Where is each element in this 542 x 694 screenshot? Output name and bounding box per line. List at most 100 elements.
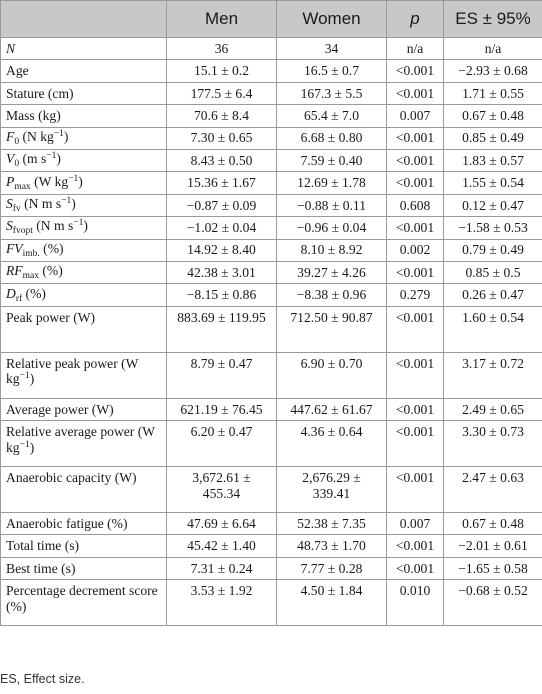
men-value: 15.36 ± 1.67 — [166, 171, 277, 195]
women-value: 6.90 ± 0.70 — [276, 351, 387, 399]
row-label-text: Sfv (N m s−1) — [6, 195, 76, 214]
women-value: 2,676.29 ± 339.41 — [276, 466, 387, 514]
men-value: 621.19 ± 76.45 — [166, 397, 277, 422]
row-label: RFmax (%) — [0, 260, 167, 285]
men-value: 8.43 ± 0.50 — [166, 148, 277, 173]
women-value: 39.27 ± 4.26 — [276, 260, 387, 285]
es-value: 3.30 ± 0.73 — [443, 420, 542, 468]
header-blank — [0, 0, 167, 38]
es-value: 2.49 ± 0.65 — [443, 397, 542, 422]
p-value: <0.001 — [386, 59, 444, 83]
men-value: −1.02 ± 0.04 — [166, 216, 277, 240]
p-value: 0.608 — [386, 193, 444, 218]
p-value: <0.001 — [386, 420, 444, 468]
table-row: Anaerobic fatigue (%) 47.69 ± 6.64 52.38… — [0, 512, 542, 536]
es-value: 0.67 ± 0.48 — [443, 104, 542, 128]
table-row: Sfv (N m s−1) −0.87 ± 0.09 −0.88 ± 0.11 … — [0, 193, 542, 218]
table-row: Peak power (W) 883.69 ± 119.95 712.50 ± … — [0, 305, 542, 353]
table-row: Relative average power (W kg−1) 6.20 ± 0… — [0, 420, 542, 468]
p-value: <0.001 — [386, 126, 444, 150]
women-value: 34 — [276, 36, 387, 61]
p-value: 0.007 — [386, 512, 444, 536]
es-value: 0.85 ± 0.49 — [443, 126, 542, 150]
men-value: −0.87 ± 0.09 — [166, 193, 277, 218]
header-p: p — [386, 0, 444, 38]
es-value: −2.01 ± 0.61 — [443, 534, 542, 558]
es-value: 1.55 ± 0.54 — [443, 171, 542, 195]
men-value: 7.31 ± 0.24 — [166, 556, 277, 581]
row-label-text: V0 (m s−1) — [6, 151, 61, 170]
row-label-text: Sfvopt (N m s−1) — [6, 218, 88, 237]
p-value: 0.002 — [386, 238, 444, 262]
women-value: 7.77 ± 0.28 — [276, 556, 387, 581]
es-value: 2.47 ± 0.63 — [443, 466, 542, 514]
row-label-text: Pmax (W kg−1) — [6, 173, 83, 192]
p-value: <0.001 — [386, 351, 444, 399]
row-label-text: Drf (%) — [6, 285, 46, 304]
table-row: Total time (s) 45.42 ± 1.40 48.73 ± 1.70… — [0, 534, 542, 558]
men-value: 70.6 ± 8.4 — [166, 104, 277, 128]
men-value: 47.69 ± 6.64 — [166, 512, 277, 536]
table-row: Anaerobic capacity (W) 3,672.61 ± 455.34… — [0, 466, 542, 514]
table-row: Mass (kg) 70.6 ± 8.4 65.4 ± 7.0 0.007 0.… — [0, 104, 542, 128]
men-value: 7.30 ± 0.65 — [166, 126, 277, 150]
men-value: 3.53 ± 1.92 — [166, 579, 277, 627]
row-label: Age — [0, 59, 167, 83]
table-row: Sfvopt (N m s−1) −1.02 ± 0.04 −0.96 ± 0.… — [0, 216, 542, 240]
es-value: 1.83 ± 0.57 — [443, 148, 542, 173]
stats-table-container: Men Women p ES ± 95% N 36 34 n/a n/a Age… — [0, 0, 542, 627]
es-value: −1.58 ± 0.53 — [443, 216, 542, 240]
table-row: Relative peak power (W kg−1) 8.79 ± 0.47… — [0, 351, 542, 399]
row-label: Anaerobic fatigue (%) — [0, 512, 167, 536]
row-label: Anaerobic capacity (W) — [0, 466, 167, 514]
women-value: 48.73 ± 1.70 — [276, 534, 387, 558]
men-value: 42.38 ± 3.01 — [166, 260, 277, 285]
women-value: 65.4 ± 7.0 — [276, 104, 387, 128]
women-value: 167.3 ± 5.5 — [276, 81, 387, 106]
women-value: −8.38 ± 0.96 — [276, 283, 387, 307]
table-row: Best time (s) 7.31 ± 0.24 7.77 ± 0.28 <0… — [0, 556, 542, 581]
table-row: Average power (W) 621.19 ± 76.45 447.62 … — [0, 397, 542, 422]
p-value: <0.001 — [386, 260, 444, 285]
row-label-text: RFmax (%) — [6, 263, 63, 282]
header-women: Women — [276, 0, 387, 38]
men-value: 15.1 ± 0.2 — [166, 59, 277, 83]
row-label: Best time (s) — [0, 556, 167, 581]
p-value: n/a — [386, 36, 444, 61]
es-value: 0.79 ± 0.49 — [443, 238, 542, 262]
p-value: <0.001 — [386, 556, 444, 581]
men-value: 8.79 ± 0.47 — [166, 351, 277, 399]
p-value: 0.010 — [386, 579, 444, 627]
row-label: Sfv (N m s−1) — [0, 193, 167, 218]
table-row: V0 (m s−1) 8.43 ± 0.50 7.59 ± 0.40 <0.00… — [0, 148, 542, 173]
row-label: FVimb. (%) — [0, 238, 167, 262]
men-value: −8.15 ± 0.86 — [166, 283, 277, 307]
table-row: Percentage decrement score (%) 3.53 ± 1.… — [0, 579, 542, 627]
table-row: Age 15.1 ± 0.2 16.5 ± 0.7 <0.001 −2.93 ±… — [0, 59, 542, 83]
row-label: Pmax (W kg−1) — [0, 171, 167, 195]
p-value: <0.001 — [386, 466, 444, 514]
p-value: <0.001 — [386, 534, 444, 558]
men-value: 883.69 ± 119.95 — [166, 305, 277, 353]
row-label-text: N — [6, 40, 16, 56]
row-label: Relative peak power (W kg−1) — [0, 351, 167, 399]
table-row: Drf (%) −8.15 ± 0.86 −8.38 ± 0.96 0.279 … — [0, 283, 542, 307]
row-label: V0 (m s−1) — [0, 148, 167, 173]
women-value: 4.36 ± 0.64 — [276, 420, 387, 468]
row-label: Percentage decrement score (%) — [0, 579, 167, 627]
table-row: Stature (cm) 177.5 ± 6.4 167.3 ± 5.5 <0.… — [0, 81, 542, 106]
women-value: 16.5 ± 0.7 — [276, 59, 387, 83]
row-label: Relative average power (W kg−1) — [0, 420, 167, 468]
men-value: 3,672.61 ± 455.34 — [166, 466, 277, 514]
men-value: 36 — [166, 36, 277, 61]
es-value: 0.67 ± 0.48 — [443, 512, 542, 536]
p-value: <0.001 — [386, 305, 444, 353]
es-value: −2.93 ± 0.68 — [443, 59, 542, 83]
men-value: 177.5 ± 6.4 — [166, 81, 277, 106]
stats-table: Men Women p ES ± 95% N 36 34 n/a n/a Age… — [0, 0, 542, 627]
p-value: <0.001 — [386, 397, 444, 422]
es-value: −0.68 ± 0.52 — [443, 579, 542, 627]
header-row: Men Women p ES ± 95% — [0, 0, 542, 38]
row-label: Peak power (W) — [0, 305, 167, 353]
row-label-text: Relative average power (W kg−1) — [6, 424, 155, 455]
